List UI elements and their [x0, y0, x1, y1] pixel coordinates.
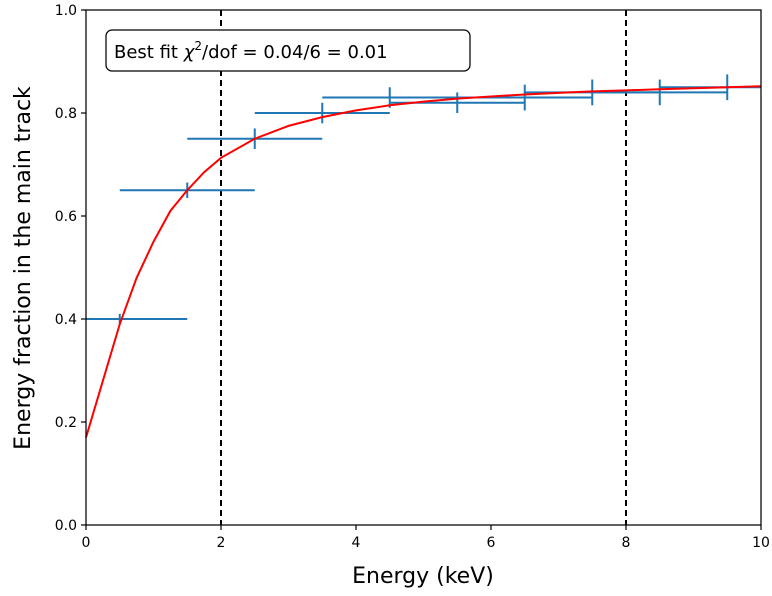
- annotation-prefix: Best fit: [114, 42, 184, 63]
- y-tick-label: 1.0: [55, 3, 77, 19]
- annotation-superscript: 2: [194, 39, 202, 53]
- annotation-text: Best fit χ2/dof = 0.04/6 = 0.01: [114, 39, 388, 63]
- x-axis-title: Energy (keV): [352, 564, 494, 589]
- x-axis-ticks: 0 2 4 6 8 10: [82, 525, 770, 551]
- x-tick-label: 10: [752, 535, 770, 551]
- y-tick-label: 0.8: [55, 106, 77, 122]
- annotation-box: [105, 29, 471, 72]
- annotation-suffix: /dof = 0.04/6 = 0.01: [202, 42, 388, 63]
- plot-frame: [85, 9, 762, 526]
- annotation-chi-symbol: χ: [183, 42, 196, 63]
- fit-curve-line: [85, 85, 762, 438]
- y-tick-label: 0.4: [55, 312, 77, 328]
- fit-annotation: Best fit χ2/dof = 0.04/6 = 0.01: [105, 29, 471, 72]
- y-tick-label: 0.2: [55, 415, 77, 431]
- x-tick-label: 8: [622, 535, 631, 551]
- y-axis-ticks: 0.0 0.2 0.4 0.6 0.8 1.0: [55, 3, 86, 534]
- x-tick-label: 4: [352, 535, 361, 551]
- x-tick-label: 2: [217, 535, 226, 551]
- errorbar-series: [86, 74, 761, 325]
- errorbar-point: [592, 79, 728, 106]
- y-tick-label: 0.0: [55, 518, 77, 534]
- errorbar-point: [86, 313, 188, 325]
- y-axis-title: Energy fraction in the main track: [11, 86, 36, 450]
- x-tick-label: 0: [82, 535, 91, 551]
- x-tick-label: 6: [487, 535, 496, 551]
- vertical-reference-lines: [220, 10, 627, 525]
- errorbar-point: [254, 102, 390, 124]
- y-tick-label: 0.6: [55, 209, 77, 225]
- fit-curve-series: [85, 85, 762, 438]
